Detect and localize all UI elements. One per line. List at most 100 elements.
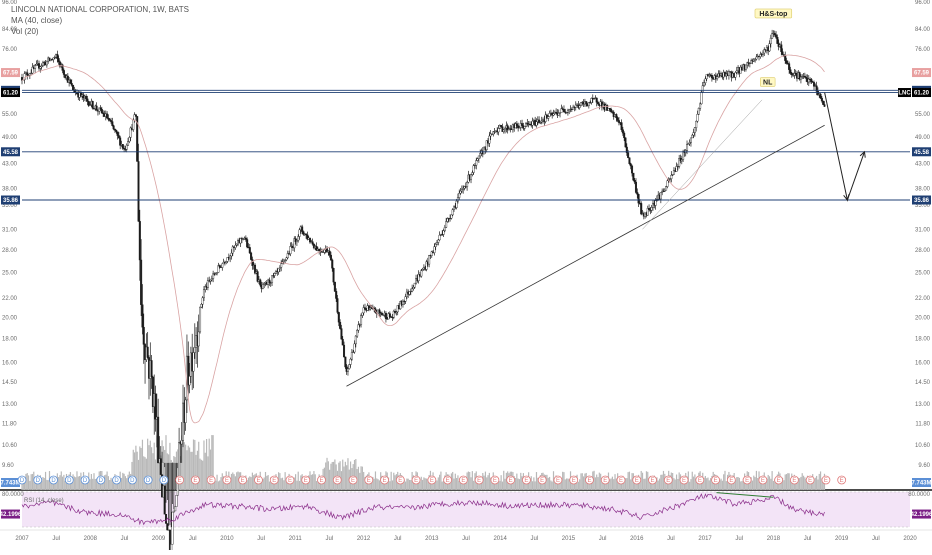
y-tick-left: 28.00 (2, 248, 18, 254)
candle (591, 94, 594, 103)
candle-body (623, 132, 626, 139)
volume-bar (213, 479, 216, 490)
volume-bar (221, 473, 223, 490)
candle (399, 300, 402, 310)
candle-body (119, 137, 122, 146)
y-tick-left: 22.00 (2, 296, 18, 302)
volume-bar (614, 474, 616, 490)
volume-bar (236, 472, 238, 490)
candle (492, 130, 495, 137)
volume-bar (517, 478, 519, 490)
candle (180, 422, 183, 463)
candles (21, 29, 826, 552)
candle-body (769, 37, 772, 44)
candle-body (52, 57, 55, 60)
marker-letter: D (146, 478, 151, 484)
candle (305, 233, 308, 239)
marker-letter: E (509, 478, 513, 484)
marker-letter: E (714, 478, 718, 484)
candle-body (350, 352, 353, 360)
candle-body (404, 296, 407, 302)
volume-bar (717, 478, 720, 490)
candle (26, 69, 29, 80)
volume-bar (805, 479, 807, 490)
candle (246, 237, 249, 249)
candle (531, 117, 534, 129)
candle (136, 116, 139, 162)
candle (633, 178, 636, 185)
volume-bar (153, 442, 155, 490)
candle (538, 116, 541, 124)
volume-bar (661, 474, 663, 490)
candle-body (413, 282, 416, 288)
candle-body (35, 64, 38, 66)
candle-body (128, 137, 131, 142)
volume-bar (60, 471, 62, 490)
volume-bar (560, 480, 562, 490)
candle-body (483, 147, 486, 155)
candle-body (564, 111, 567, 113)
candle (693, 127, 696, 137)
candle (70, 79, 73, 87)
volume-bar (387, 477, 390, 490)
candle-body (523, 126, 526, 129)
candle-body (476, 158, 479, 161)
candle (242, 238, 245, 241)
candle (256, 269, 259, 283)
candle-body (277, 268, 280, 273)
marker-circle (112, 475, 121, 485)
marker-letter: E (383, 478, 387, 484)
candle-body (665, 186, 668, 191)
dividend-marker: D (80, 475, 90, 485)
candle-body (610, 108, 613, 112)
candle (30, 69, 33, 75)
volume-bar (179, 456, 182, 490)
earnings-marker: E (585, 475, 594, 485)
x-tick: 2018 (767, 536, 781, 542)
volume-bar (185, 444, 187, 490)
candle (218, 264, 221, 269)
candle (621, 126, 624, 136)
price-tag-right: 67.59 (912, 68, 931, 78)
candle-body (455, 200, 458, 208)
marker-circle (80, 475, 90, 485)
candle (409, 288, 412, 296)
volume-bar (643, 478, 645, 490)
volume-bar (473, 480, 475, 490)
candle-body (72, 85, 75, 91)
volume-bar (284, 472, 286, 490)
marker-letter: D (51, 478, 56, 484)
volume-bar (486, 477, 488, 490)
volume-bar (753, 475, 755, 490)
candle-body (180, 440, 183, 445)
marker-circle (380, 475, 389, 485)
candle (128, 136, 131, 144)
candle-body (254, 264, 257, 274)
candle (813, 80, 816, 91)
candle (750, 58, 753, 64)
candle-body (691, 134, 694, 139)
volume-bar (660, 474, 662, 490)
volume-bar (487, 475, 489, 490)
candle-body (26, 72, 29, 76)
candle (263, 282, 266, 289)
annotation-hs-top: H&S-top (754, 8, 793, 19)
candle (381, 311, 384, 316)
candle (704, 76, 707, 86)
candle (437, 239, 440, 246)
candle-body (636, 192, 639, 195)
candle (378, 308, 381, 317)
candle (615, 113, 618, 122)
volume-bar (312, 474, 314, 490)
candle (340, 324, 343, 340)
candle-body (246, 239, 249, 248)
candle (413, 282, 416, 289)
volume-bar (681, 478, 683, 490)
marker-circle (49, 475, 58, 485)
volume-bar (43, 477, 45, 490)
candle-body (671, 174, 674, 176)
candle-body (574, 104, 577, 108)
volume-bar (314, 474, 316, 490)
projection-arrowhead-up (859, 150, 866, 158)
